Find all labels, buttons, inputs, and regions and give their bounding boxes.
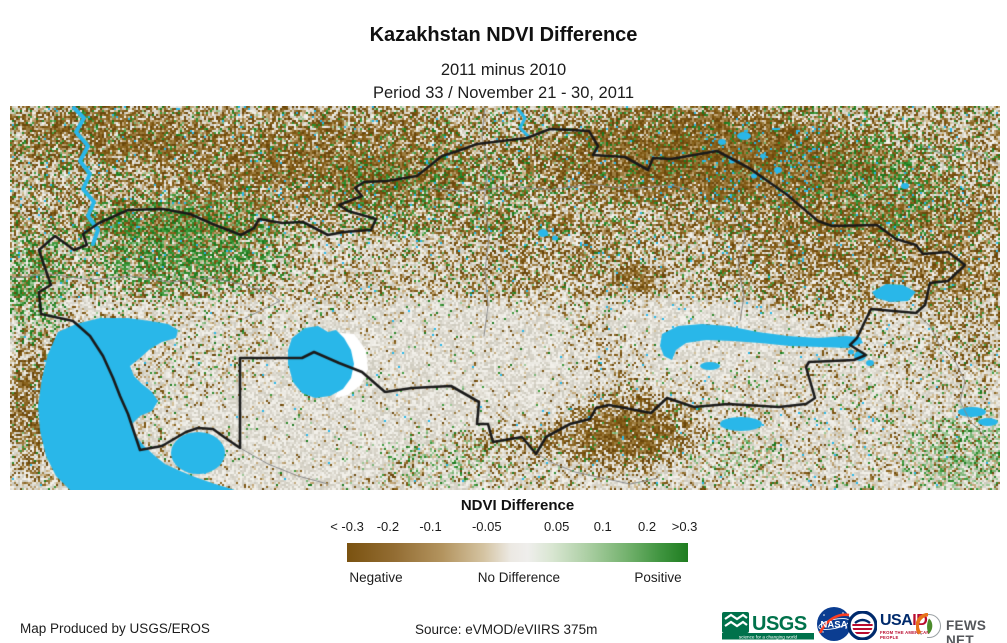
legend-tick: >0.3 [671, 519, 698, 534]
usgs-logo-icon: USGS science for a changing world [722, 612, 814, 640]
legend-tick: -0.2 [376, 519, 400, 534]
usaid-seal-icon [848, 611, 877, 640]
legend-colorbar [347, 543, 688, 562]
legend-tick: 0.2 [638, 519, 657, 534]
logo-strip: USGS science for a changing world NASA [720, 604, 1007, 643]
usgs-tagline: science for a changing world [739, 634, 798, 639]
subtitle-period: Period 33 / November 21 - 30, 2011 [372, 84, 635, 102]
usaid-word-usa: USA [880, 612, 913, 629]
legend-category: Negative [349, 570, 403, 585]
nasa-logo-icon: NASA [817, 607, 851, 641]
legend-tick: -0.05 [471, 519, 502, 534]
usgs-wordmark: USGS [752, 613, 807, 635]
fewsnet-wordmark: FEWS NET [946, 618, 987, 643]
legend-category: Positive [634, 570, 682, 585]
legend-tick: 0.05 [544, 519, 570, 534]
nasa-swoosh [818, 613, 850, 634]
nasa-wordmark: NASA [821, 620, 848, 631]
fewsnet-globe-icon [916, 613, 941, 638]
credit-text: Map Produced by USGS/EROS [20, 621, 210, 636]
legend-title: NDVI Difference [460, 497, 575, 514]
legend-tick-labels: < -0.3 -0.2 -0.1 -0.05 0.05 0.1 0.2 >0.3 [330, 519, 697, 535]
usaid-tagline: FROM THE AMERICAN PEOPLE [880, 630, 930, 640]
source-text: Source: eVMOD/eVIIRS 375m [415, 622, 598, 637]
legend-category: No Difference [477, 570, 561, 585]
ndvi-difference-map [10, 106, 1000, 490]
legend-tick: -0.1 [419, 519, 442, 534]
page-title: Kazakhstan NDVI Difference [369, 24, 638, 46]
legend-category-labels: Negative No Difference Positive [347, 570, 688, 586]
legend-tick: < -0.3 [330, 519, 364, 534]
legend-tick: 0.1 [593, 519, 612, 534]
subtitle-years: 2011 minus 2010 [440, 61, 567, 79]
legend: NDVI Difference < -0.3 -0.2 -0.1 -0.05 0.05 0… [330, 497, 697, 585]
